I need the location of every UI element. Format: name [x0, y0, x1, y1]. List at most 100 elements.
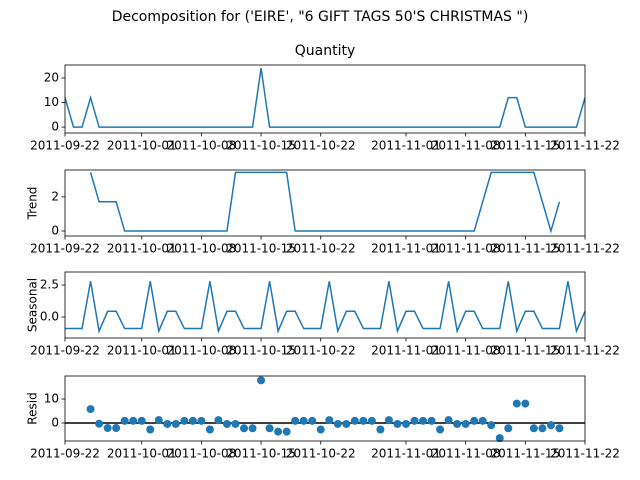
- resid-point: [103, 424, 112, 433]
- series-line: [89, 171, 561, 234]
- resid-point: [274, 427, 283, 436]
- x-tick-label: 2011-11-08: [431, 242, 501, 256]
- x-tick-label: 2011-10-15: [226, 139, 296, 153]
- x-tick-label: 2011-10-01: [107, 242, 177, 256]
- resid-point: [410, 416, 419, 425]
- resid-point: [197, 416, 206, 425]
- series-line: [65, 68, 585, 128]
- x-tick-label: 2011-11-22: [550, 344, 620, 358]
- resid-point: [444, 416, 453, 425]
- plot-area: [65, 68, 585, 128]
- resid-point: [316, 425, 325, 434]
- resid-point: [214, 416, 223, 425]
- resid-point: [240, 424, 249, 433]
- resid-point: [427, 416, 436, 425]
- resid-point: [512, 399, 521, 408]
- x-tick-label: 2011-11-22: [550, 242, 620, 256]
- resid-point: [171, 419, 180, 428]
- y-tick-label: 10: [44, 392, 59, 406]
- resid-point: [359, 416, 368, 425]
- y-tick-label: 0: [51, 120, 59, 134]
- x-tick-label: 2011-10-22: [286, 242, 356, 256]
- resid-point: [333, 419, 342, 428]
- y-tick-label: 0.0: [40, 310, 59, 324]
- resid-point: [350, 416, 359, 425]
- resid-point: [205, 425, 214, 434]
- y-tick-label: 0: [51, 224, 59, 238]
- y-tick-label: 0: [51, 416, 59, 430]
- resid-point: [129, 416, 138, 425]
- figure-title: Decomposition for ('EIRE', "6 GIFT TAGS …: [112, 9, 529, 25]
- x-tick-label: 2011-11-15: [490, 139, 560, 153]
- x-tick-label: 2011-09-22: [30, 242, 100, 256]
- x-tick-label: 2011-10-08: [167, 344, 237, 358]
- resid-point: [112, 424, 121, 433]
- series-line: [65, 281, 585, 334]
- resid-point: [453, 419, 462, 428]
- resid-point: [163, 419, 172, 428]
- x-tick-label: 2011-10-15: [226, 447, 296, 461]
- axes-frame: [64, 169, 586, 237]
- y-tick-label: 2: [51, 189, 59, 203]
- y-axis-label: Seasonal: [26, 278, 40, 332]
- axes-frame: [64, 375, 586, 442]
- x-tick-label: 2011-10-01: [107, 447, 177, 461]
- resid-point: [188, 416, 197, 425]
- x-tick-label: 2011-11-08: [431, 447, 501, 461]
- resid-point: [146, 425, 155, 434]
- resid-point: [248, 424, 257, 433]
- resid-point: [308, 416, 317, 425]
- resid-point: [521, 399, 530, 408]
- resid-point: [137, 416, 146, 425]
- resid-point: [154, 416, 163, 425]
- resid-point: [95, 419, 104, 428]
- resid-point: [376, 425, 385, 434]
- resid-point: [478, 416, 487, 425]
- resid-point: [291, 416, 300, 425]
- resid-point: [325, 416, 334, 425]
- resid-point: [461, 419, 470, 428]
- resid-point: [342, 419, 351, 428]
- x-tick-label: 2011-11-08: [431, 139, 501, 153]
- x-tick-label: 2011-10-22: [286, 447, 356, 461]
- plot-area: [65, 281, 585, 334]
- resid-point: [367, 416, 376, 425]
- resid-point: [401, 419, 410, 428]
- x-tick-label: 2011-09-22: [30, 447, 100, 461]
- x-tick-label: 2011-11-01: [371, 344, 441, 358]
- x-tick-label: 2011-11-15: [490, 242, 560, 256]
- resid-point: [495, 434, 504, 443]
- x-tick-label: 2011-10-08: [167, 242, 237, 256]
- resid-point: [299, 416, 308, 425]
- resid-point: [529, 424, 538, 433]
- resid-point: [436, 425, 445, 434]
- x-tick-label: 2011-10-01: [107, 139, 177, 153]
- axes-title: Quantity: [295, 43, 356, 59]
- resid-point: [180, 416, 189, 425]
- resid-point: [384, 416, 393, 425]
- x-tick-label: 2011-11-15: [490, 447, 560, 461]
- x-tick-label: 2011-10-15: [226, 344, 296, 358]
- resid-point: [120, 416, 129, 425]
- resid-point: [282, 427, 291, 436]
- x-tick-label: 2011-11-01: [371, 447, 441, 461]
- axes-frame: [64, 64, 586, 134]
- y-axis-label: Trend: [26, 187, 40, 221]
- x-tick-label: 2011-09-22: [30, 344, 100, 358]
- resid-point: [257, 376, 266, 385]
- x-tick-label: 2011-11-01: [371, 242, 441, 256]
- y-tick-label: 10: [44, 95, 59, 109]
- x-tick-label: 2011-10-15: [226, 242, 296, 256]
- resid-point: [555, 424, 564, 433]
- axes-frame: [64, 271, 586, 339]
- y-tick-label: 20: [44, 71, 59, 85]
- resid-point: [487, 421, 496, 430]
- resid-point: [504, 424, 513, 433]
- resid-point: [538, 424, 547, 433]
- resid-point: [86, 405, 95, 414]
- resid-point: [546, 421, 555, 430]
- x-tick-label: 2011-10-22: [286, 139, 356, 153]
- x-tick-label: 2011-11-01: [371, 139, 441, 153]
